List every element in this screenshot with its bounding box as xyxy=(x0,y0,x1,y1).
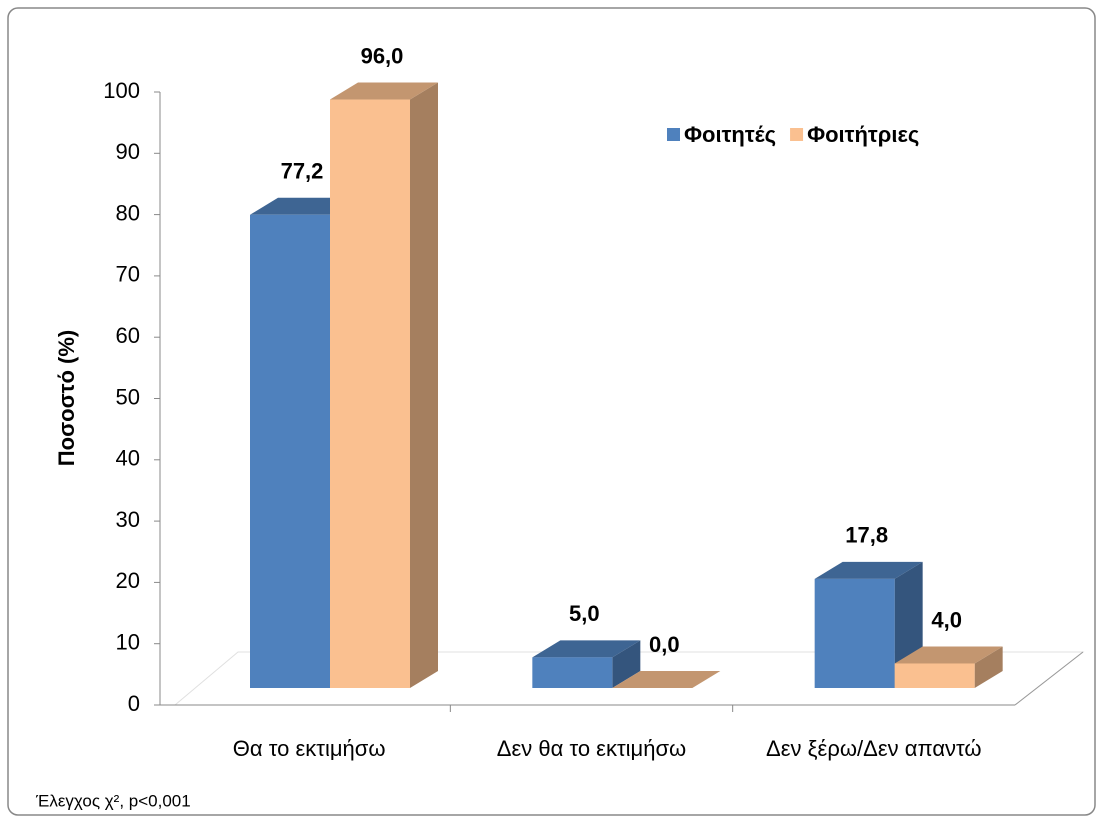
x-tick-label: Δεν θα το εκτιμήσω xyxy=(496,736,687,761)
legend-label: Φοιτητές xyxy=(684,122,776,147)
y-tick-label: 90 xyxy=(116,139,140,164)
value-label: 77,2 xyxy=(281,159,324,184)
floor-edge xyxy=(1014,651,1084,706)
x-tick-label: Θα το εκτιμήσω xyxy=(232,736,386,761)
legend-label: Φοιτήτριες xyxy=(807,122,919,147)
y-tick-label: 60 xyxy=(116,323,140,348)
y-tick-label: 80 xyxy=(116,200,140,225)
frame xyxy=(7,7,1096,816)
bar xyxy=(532,640,641,688)
bar-front xyxy=(532,657,613,688)
y-tick-label: 30 xyxy=(116,507,140,532)
bar-front xyxy=(894,663,975,688)
value-label: 96,0 xyxy=(361,43,404,68)
bar-top xyxy=(894,646,1003,664)
y-tick-label: 20 xyxy=(116,568,140,593)
bar xyxy=(894,646,1003,688)
value-label: 4,0 xyxy=(931,607,962,632)
bar xyxy=(330,82,438,688)
x-tick-label: Δεν ξέρω/Δεν απαντώ xyxy=(766,736,982,761)
legend-swatch xyxy=(667,128,680,141)
value-label: 0,0 xyxy=(649,632,680,657)
value-label: 17,8 xyxy=(845,523,888,548)
legend-swatch xyxy=(790,128,804,141)
bar xyxy=(814,561,923,688)
bar-front xyxy=(814,578,895,688)
bar-top xyxy=(612,671,721,688)
bar xyxy=(612,671,721,688)
y-tick-label: 10 xyxy=(116,630,140,655)
bar-top xyxy=(330,82,438,100)
bar-side xyxy=(410,82,438,688)
bar-top xyxy=(532,640,641,658)
bar-front xyxy=(250,214,330,688)
y-tick-label: 0 xyxy=(128,691,140,716)
bar-top xyxy=(814,561,923,579)
y-axis-title: Ποσοστό (%) xyxy=(54,330,79,466)
y-tick-label: 50 xyxy=(116,384,140,409)
y-tick-label: 70 xyxy=(116,262,140,287)
value-label: 5,0 xyxy=(569,601,600,626)
y-tick-label: 100 xyxy=(103,78,140,103)
note: Έλεγχος χ², p<0,001 xyxy=(35,791,191,810)
bar-front xyxy=(330,99,410,688)
y-tick-label: 40 xyxy=(116,446,140,471)
bar-side xyxy=(974,646,1003,688)
bar-side xyxy=(612,640,641,688)
